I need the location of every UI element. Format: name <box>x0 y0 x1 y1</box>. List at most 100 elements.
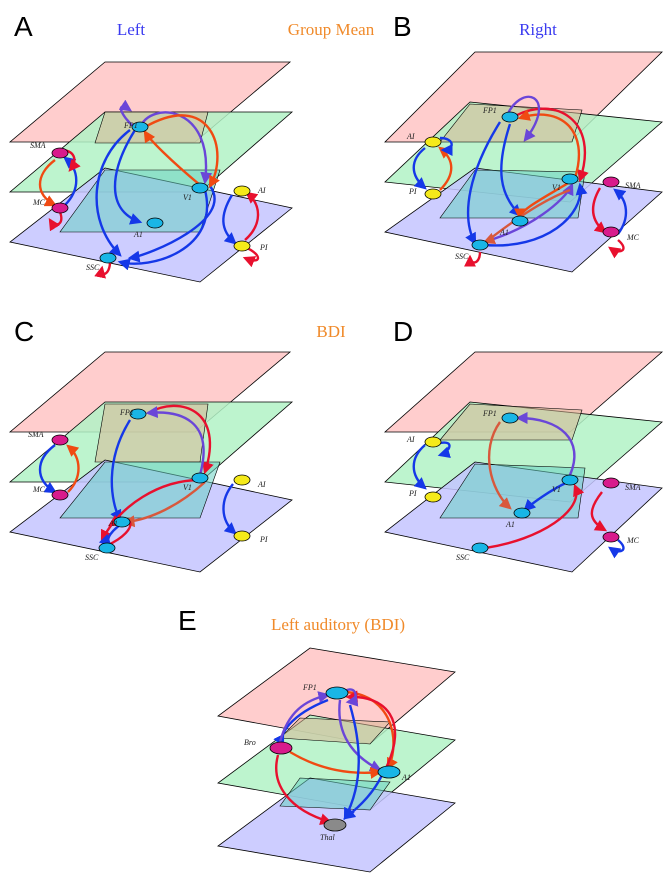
connection-arrow <box>515 412 576 476</box>
region-node <box>146 217 164 229</box>
region-node <box>511 215 529 227</box>
connection-arrow <box>110 419 132 523</box>
node-label: V1 <box>552 485 561 494</box>
connection-arrow <box>63 156 78 206</box>
region-node <box>424 491 442 503</box>
node-label: SMA <box>30 141 46 150</box>
region-node <box>51 434 69 446</box>
connection-arrow <box>100 478 201 543</box>
overlap-top-middle <box>279 717 391 745</box>
connection-arrow <box>345 690 397 771</box>
node-label: PI <box>259 535 268 544</box>
region-node <box>191 472 209 484</box>
node-label: Thal <box>320 833 335 842</box>
connection-arrow <box>95 129 131 257</box>
panel-letter: D <box>393 316 413 347</box>
node-label: SSC <box>85 553 99 562</box>
node-label: SMA <box>625 181 641 190</box>
region-node <box>602 477 620 489</box>
connection-arrow <box>278 691 331 743</box>
region-node <box>325 686 349 700</box>
node-label: AI <box>257 186 266 195</box>
panel-title: Left auditory (BDI) <box>271 615 405 634</box>
region-node <box>501 111 519 123</box>
connection-arrow <box>143 129 201 186</box>
panel-b: B Right FP1 AI PI V1 A1 SSC SMA MC <box>384 11 663 273</box>
connection-arrow <box>145 406 205 476</box>
region-node <box>602 531 620 543</box>
region-node <box>233 530 251 542</box>
node-label: FP1 <box>482 409 497 418</box>
connection-arrow <box>608 239 625 259</box>
panel-title: BDI <box>316 322 346 341</box>
connection-arrow <box>127 185 216 263</box>
connection-arrow <box>48 211 63 232</box>
panel-letter: E <box>178 605 197 636</box>
panel-letter: B <box>393 11 412 42</box>
region-node <box>561 173 579 185</box>
region-node <box>377 765 401 779</box>
region-node <box>424 436 442 448</box>
region-node <box>471 239 489 251</box>
region-node <box>191 182 209 194</box>
connection-arrow <box>613 188 628 235</box>
node-label: PI <box>408 187 417 196</box>
node-label: AI <box>257 480 266 489</box>
node-label: AI <box>406 132 415 141</box>
region-node <box>233 474 251 486</box>
region-node <box>602 226 620 238</box>
node-label: PI <box>259 243 268 252</box>
node-label: FP1 <box>119 408 134 417</box>
connection-arrow <box>487 421 512 510</box>
node-label: Bro <box>244 738 256 747</box>
node-label: SMA <box>625 483 641 492</box>
connection-arrow <box>590 491 608 532</box>
node-label: MC <box>626 233 640 242</box>
region-node <box>98 542 116 554</box>
connection-arrow <box>338 699 383 772</box>
connection-arrow <box>464 251 482 267</box>
connection-arrow <box>344 690 398 771</box>
node-label: PI <box>408 489 417 498</box>
overlap-middle-bottom <box>439 463 586 519</box>
connection-arrow <box>118 99 136 129</box>
connection-arrow <box>94 261 112 279</box>
connection-arrow <box>222 194 237 245</box>
connection-arrow <box>38 444 58 494</box>
connection-arrow <box>275 754 333 825</box>
node-label: MC <box>626 536 640 545</box>
node-label: A1 <box>401 773 411 782</box>
connection-arrow <box>343 704 360 821</box>
connection-arrow <box>222 483 237 535</box>
region-node <box>51 202 69 214</box>
node-label: SSC <box>455 252 469 261</box>
region-node <box>513 507 531 519</box>
connection-arrow <box>412 147 427 190</box>
node-label: SMA <box>28 430 44 439</box>
region-node <box>424 136 442 148</box>
panel-title: Left <box>117 20 146 39</box>
node-label: A1 <box>133 230 143 239</box>
connection-arrow <box>147 404 214 475</box>
node-label: V1 <box>183 483 192 492</box>
panel-letter: A <box>14 11 33 42</box>
connection-arrow <box>503 95 540 142</box>
panel-title: Right <box>519 20 557 39</box>
region-node <box>602 176 620 188</box>
region-node <box>561 474 579 486</box>
region-node <box>233 185 251 197</box>
panel-e: E Left auditory (BDI) FP1 Bro A1 Thal <box>178 605 456 873</box>
node-label: A1 <box>499 228 509 237</box>
connection-arrow <box>242 246 260 268</box>
connection-arrow <box>122 481 206 528</box>
connection-arrow <box>523 480 569 512</box>
connection-arrow <box>244 191 260 241</box>
node-label: FP1 <box>482 106 497 115</box>
node-label: FP1 <box>302 683 317 692</box>
connection-arrow <box>517 109 581 179</box>
connection-arrow <box>66 444 80 493</box>
connection-arrow <box>38 159 58 207</box>
connection-arrow <box>484 483 585 550</box>
connection-arrow <box>591 187 607 234</box>
